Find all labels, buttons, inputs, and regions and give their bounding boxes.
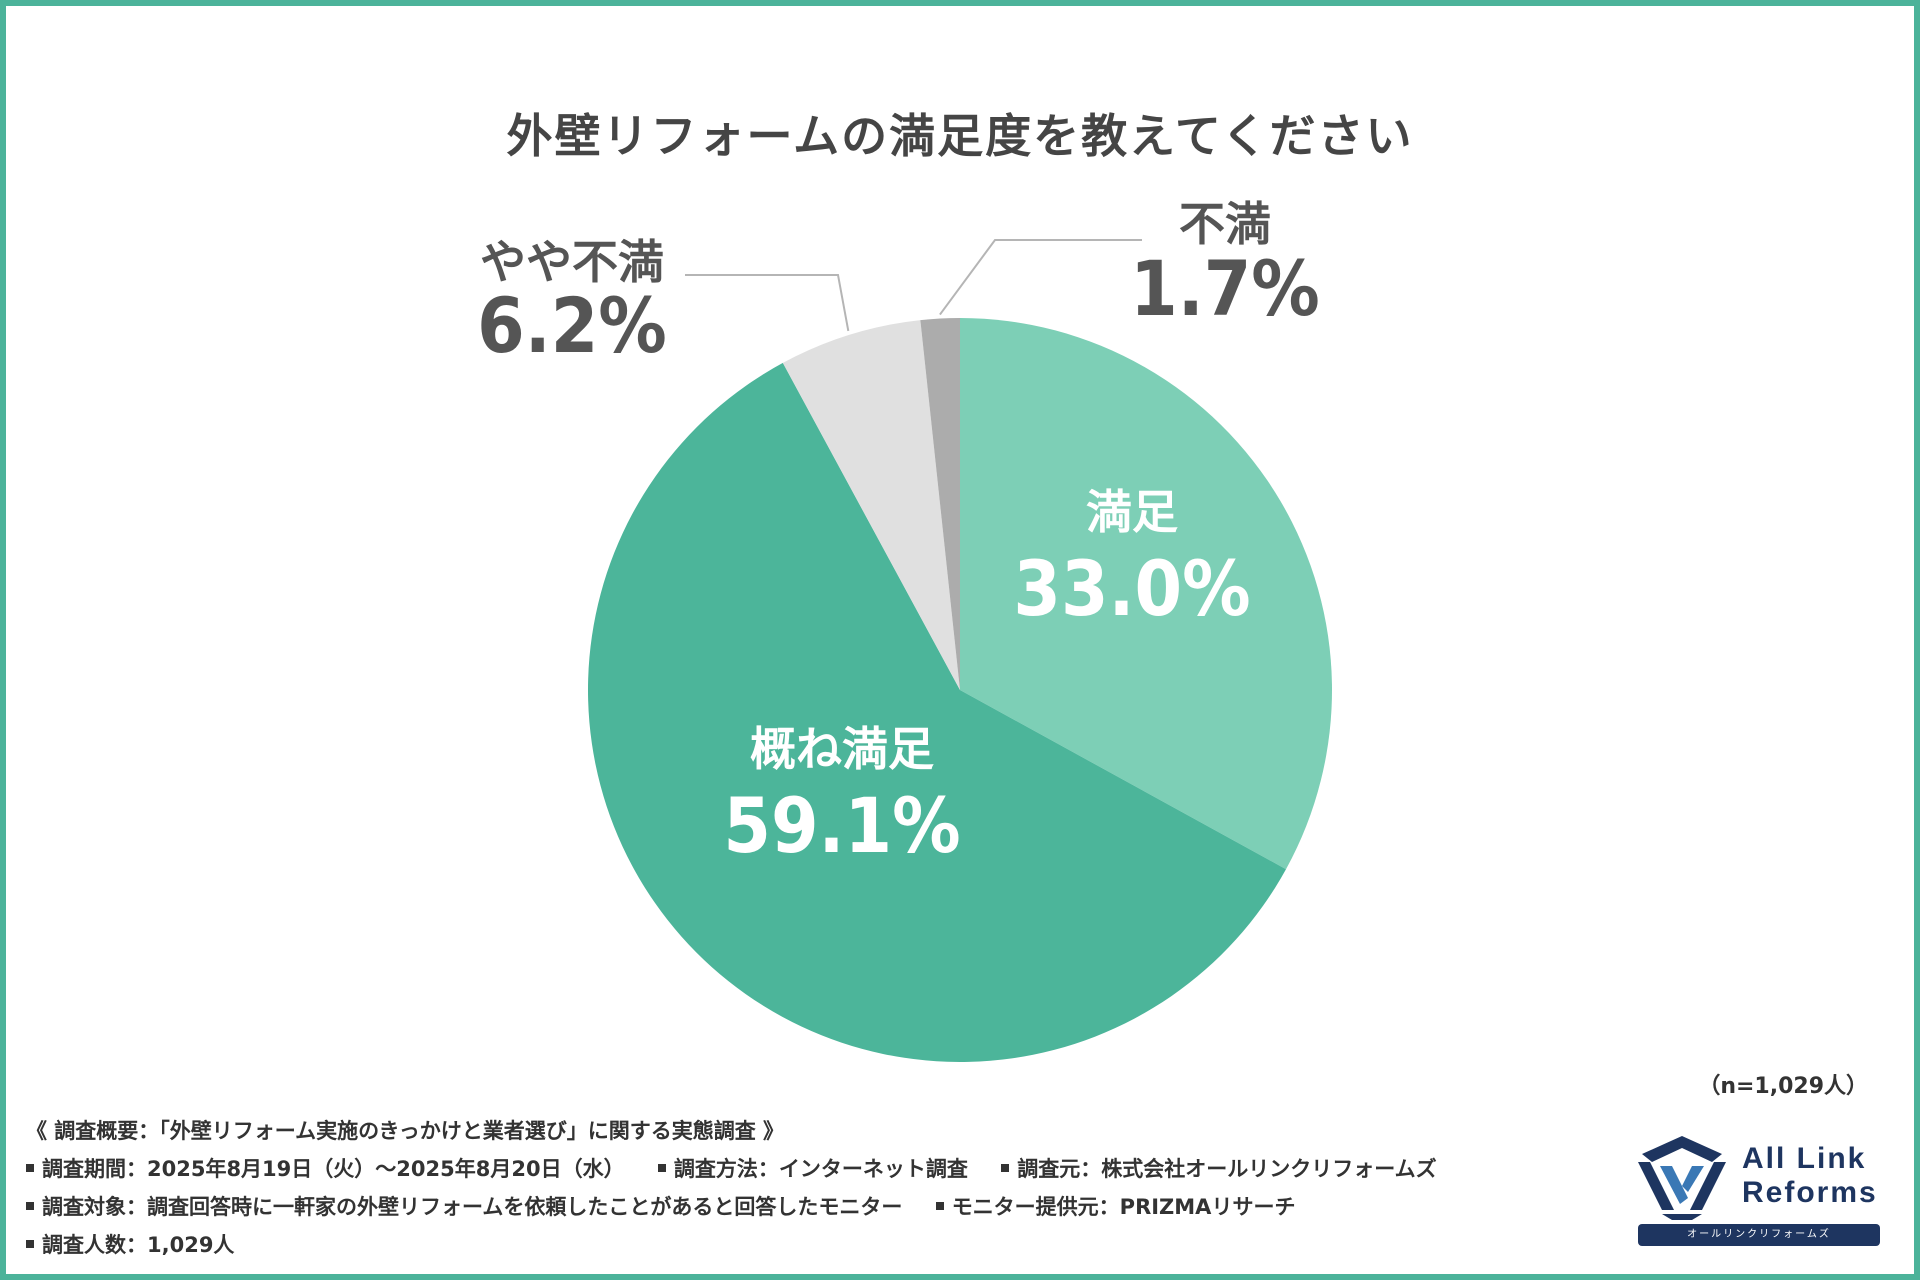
pie-slice-2 — [587, 362, 1286, 1063]
bullet-icon — [26, 1240, 34, 1248]
logo-line1: All Link — [1742, 1142, 1867, 1175]
survey-count: 調査人数：1,029人 — [42, 1233, 235, 1257]
sample-size-label: （n=1,029人） — [1698, 1074, 1868, 1099]
bullet-icon — [657, 1164, 666, 1172]
slice-value-3: 6.2% — [477, 281, 667, 370]
slice-label-4: 不満 — [1179, 197, 1271, 251]
survey-heading: 《 調査概要：「外壁リフォーム実施のきっかけと業者選び」に関する実態調査 》 — [26, 1119, 785, 1143]
slice-value-1: 33.0% — [1013, 544, 1250, 633]
slice-label-3: やや不満 — [480, 235, 664, 289]
slice-label-2: 概ね満足 — [750, 722, 934, 776]
bullet-icon — [26, 1164, 34, 1172]
survey-method: 調査方法：インターネット調査 — [673, 1157, 968, 1181]
pie-slice-1 — [960, 318, 1332, 870]
company-logo: All Link Reforms オールリンクリフォームズ — [1632, 1132, 1882, 1250]
logo-kana: オールリンクリフォームズ — [1638, 1224, 1880, 1246]
bullet-icon — [26, 1202, 34, 1210]
leader-line-3 — [685, 274, 850, 332]
slice-value-2: 59.1% — [723, 781, 960, 870]
leader-line-4 — [939, 239, 1142, 316]
survey-provider: モニター提供元：PRIZMAリサーチ — [951, 1195, 1296, 1219]
chart-title: 外壁リフォームの満足度を教えてください — [506, 109, 1414, 163]
logo-mark-icon — [1638, 1136, 1726, 1220]
survey-summary: 《 調査概要：「外壁リフォーム実施のきっかけと業者選び」に関する実態調査 》 調… — [26, 1112, 1437, 1264]
bullet-icon — [1001, 1164, 1010, 1172]
bullet-icon — [935, 1202, 944, 1210]
slice-label-1: 満足 — [1086, 485, 1178, 539]
survey-period: 調査期間：2025年8月19日（火）～2025年8月20日（水） — [42, 1157, 625, 1181]
survey-target: 調査対象：調査回答時に一軒家の外壁リフォームを依頼したことがあると回答したモニタ… — [42, 1195, 903, 1219]
pie-slice-3 — [782, 320, 960, 690]
pie-slice-4 — [920, 318, 960, 690]
survey-source: 調査元：株式会社オールリンクリフォームズ — [1017, 1157, 1437, 1181]
logo-line2: Reforms — [1742, 1176, 1878, 1209]
slice-value-4: 1.7% — [1130, 244, 1320, 333]
